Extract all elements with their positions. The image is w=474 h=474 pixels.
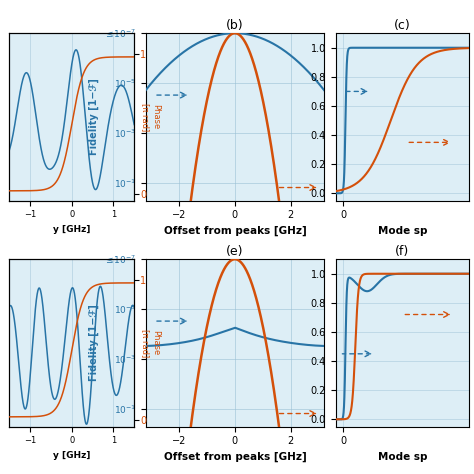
X-axis label: Mode sp: Mode sp [378,226,427,236]
Title: (c): (c) [394,19,411,32]
X-axis label: Mode sp: Mode sp [378,452,427,462]
Y-axis label: Phase
[π rad]: Phase [π rad] [141,103,161,131]
Y-axis label: Fidelity [1−ℱ]: Fidelity [1−ℱ] [88,79,99,155]
Title: (f): (f) [395,245,410,258]
Title: (b): (b) [226,19,244,32]
Y-axis label: Fidelity [1−ℱ]: Fidelity [1−ℱ] [88,304,99,381]
X-axis label: Offset from peaks [GHz]: Offset from peaks [GHz] [164,452,306,462]
X-axis label: y [GHz]: y [GHz] [53,451,91,460]
Y-axis label: Phase
[π rad]: Phase [π rad] [141,329,161,357]
Title: (e): (e) [226,245,244,258]
X-axis label: y [GHz]: y [GHz] [53,225,91,234]
X-axis label: Offset from peaks [GHz]: Offset from peaks [GHz] [164,226,306,236]
